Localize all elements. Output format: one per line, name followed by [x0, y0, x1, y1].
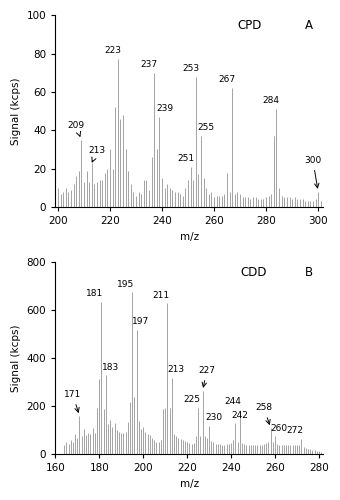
- Text: 239: 239: [156, 104, 173, 113]
- Text: 213: 213: [88, 146, 105, 162]
- Text: 209: 209: [68, 122, 85, 136]
- Text: 195: 195: [117, 280, 134, 288]
- Text: 267: 267: [219, 75, 236, 84]
- Text: CPD: CPD: [238, 19, 262, 32]
- Text: 183: 183: [102, 362, 119, 372]
- Text: B: B: [305, 266, 313, 279]
- Text: 244: 244: [225, 398, 242, 406]
- Text: 260: 260: [271, 424, 288, 432]
- X-axis label: m/z: m/z: [180, 479, 199, 489]
- Y-axis label: Signal (kcps): Signal (kcps): [11, 324, 21, 392]
- Text: 171: 171: [64, 390, 82, 412]
- Text: 237: 237: [140, 60, 157, 69]
- Text: 300: 300: [304, 156, 322, 188]
- Text: 242: 242: [232, 410, 248, 420]
- Text: 197: 197: [132, 317, 150, 326]
- Text: 251: 251: [177, 154, 194, 163]
- Text: 272: 272: [286, 426, 303, 435]
- Text: 230: 230: [205, 413, 222, 422]
- X-axis label: m/z: m/z: [180, 232, 199, 241]
- Text: 284: 284: [263, 96, 280, 106]
- Text: 255: 255: [198, 123, 215, 132]
- Text: A: A: [305, 19, 312, 32]
- Text: 181: 181: [86, 290, 103, 298]
- Text: 225: 225: [183, 395, 200, 404]
- Text: 223: 223: [104, 46, 121, 56]
- Text: 211: 211: [152, 290, 169, 300]
- Text: 227: 227: [199, 366, 216, 387]
- Text: 213: 213: [168, 365, 185, 374]
- Text: 253: 253: [182, 64, 199, 72]
- Text: 258: 258: [255, 404, 273, 424]
- Text: CDD: CDD: [240, 266, 267, 279]
- Y-axis label: Signal (kcps): Signal (kcps): [11, 78, 21, 145]
